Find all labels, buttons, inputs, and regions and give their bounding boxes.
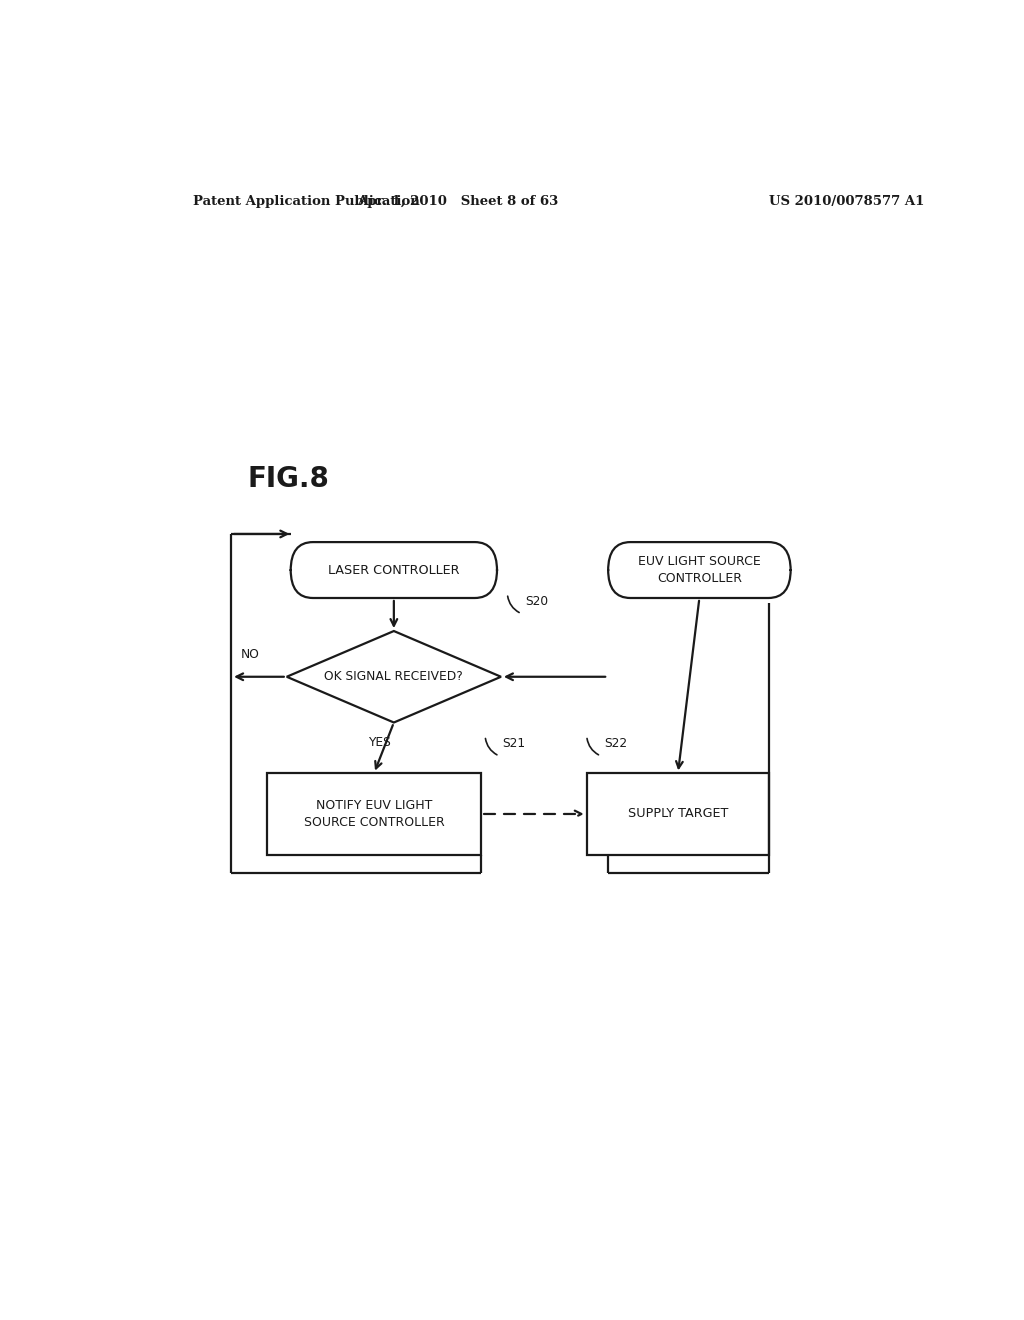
Text: OK SIGNAL RECEIVED?: OK SIGNAL RECEIVED? [325, 671, 463, 684]
Text: YES: YES [369, 735, 391, 748]
FancyBboxPatch shape [291, 543, 497, 598]
Text: FIG.8: FIG.8 [247, 465, 329, 492]
Text: SUPPLY TARGET: SUPPLY TARGET [628, 808, 728, 821]
Text: LASER CONTROLLER: LASER CONTROLLER [328, 564, 460, 577]
Text: EUV LIGHT SOURCE
CONTROLLER: EUV LIGHT SOURCE CONTROLLER [638, 556, 761, 585]
Text: S21: S21 [503, 738, 525, 750]
Text: Patent Application Publication: Patent Application Publication [194, 194, 420, 207]
Text: Apr. 1, 2010   Sheet 8 of 63: Apr. 1, 2010 Sheet 8 of 63 [356, 194, 558, 207]
Bar [587, 774, 769, 854]
Text: S20: S20 [524, 595, 548, 609]
Bar [267, 774, 481, 854]
Text: US 2010/0078577 A1: US 2010/0078577 A1 [769, 194, 924, 207]
FancyBboxPatch shape [608, 543, 791, 598]
Text: NO: NO [241, 648, 259, 661]
Polygon shape [287, 631, 501, 722]
Text: S22: S22 [604, 738, 628, 750]
Text: NOTIFY EUV LIGHT
SOURCE CONTROLLER: NOTIFY EUV LIGHT SOURCE CONTROLLER [304, 799, 444, 829]
